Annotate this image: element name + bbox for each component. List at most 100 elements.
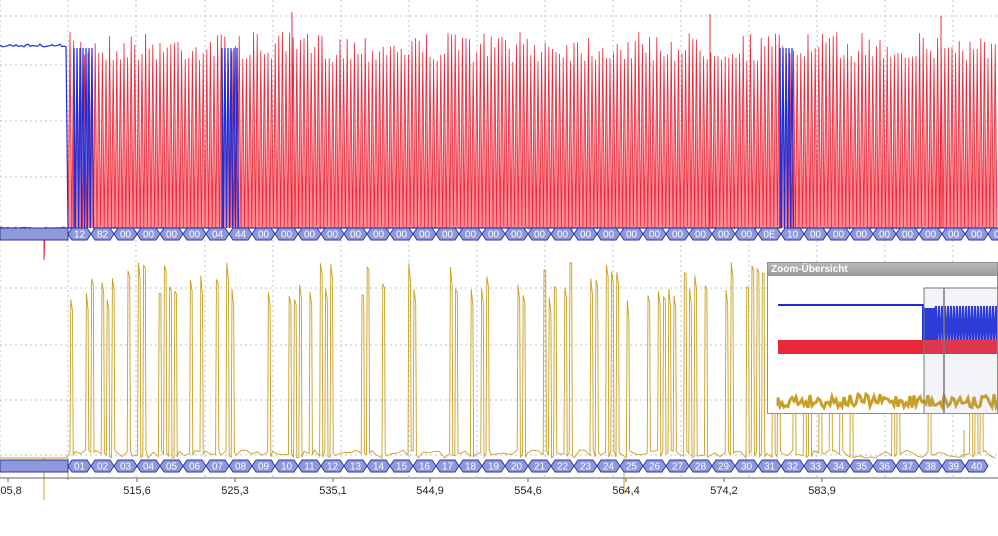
bus-byte-cell[interactable]: 00 bbox=[803, 227, 828, 241]
bus-byte-cell[interactable]: 00 bbox=[343, 227, 368, 241]
bus-byte-cell[interactable]: 12 bbox=[67, 227, 92, 241]
bus-byte-cell[interactable]: 00 bbox=[458, 227, 483, 241]
bus-byte-cell[interactable]: 17 bbox=[435, 459, 460, 473]
bus-byte-cell[interactable]: 00 bbox=[251, 227, 276, 241]
decoded-bus-top[interactable]: 12 82 00 00 00 00 04 44 00 00 00 00 00 00 00 00 00 00 00 00… bbox=[0, 227, 998, 241]
bus-byte-cell[interactable]: 10 bbox=[274, 459, 299, 473]
bus-byte-cell[interactable]: 00 bbox=[987, 227, 998, 241]
bus-byte-label: 00 bbox=[511, 230, 523, 241]
bus-byte-cell[interactable]: 00 bbox=[872, 227, 897, 241]
bus-byte-cell[interactable]: 00 bbox=[711, 227, 736, 241]
bus-byte-cell[interactable]: 37 bbox=[895, 459, 920, 473]
bus-byte-cell[interactable]: 00 bbox=[619, 227, 644, 241]
bus-byte-cell[interactable]: 06 bbox=[182, 459, 207, 473]
zoom-overview-thumbnail[interactable] bbox=[768, 276, 998, 414]
bus-byte-cell[interactable]: 07 bbox=[205, 459, 230, 473]
bus-byte-label: 07 bbox=[212, 462, 224, 473]
time-axis-label: 505,8 bbox=[0, 485, 22, 497]
bus-byte-cell[interactable]: 00 bbox=[182, 227, 207, 241]
bus-byte-cell[interactable]: 18 bbox=[458, 459, 483, 473]
bus-byte-cell[interactable]: 36 bbox=[872, 459, 897, 473]
bus-byte-cell[interactable]: 04 bbox=[136, 459, 161, 473]
bus-byte-cell[interactable]: 0E bbox=[757, 227, 782, 241]
bus-byte-label: 30 bbox=[741, 462, 753, 473]
bus-byte-cell[interactable]: 31 bbox=[757, 459, 782, 473]
bus-byte-cell[interactable]: 00 bbox=[297, 227, 322, 241]
bus-byte-cell[interactable]: 00 bbox=[573, 227, 598, 241]
bus-byte-cell[interactable]: 35 bbox=[849, 459, 874, 473]
bus-byte-cell[interactable]: 82 bbox=[90, 227, 115, 241]
zoom-viewport-marker[interactable] bbox=[923, 287, 998, 414]
bus-byte-cell[interactable]: 00 bbox=[688, 227, 713, 241]
bus-byte-cell[interactable]: 00 bbox=[274, 227, 299, 241]
bus-byte-cell[interactable]: 00 bbox=[918, 227, 943, 241]
bus-byte-cell[interactable]: 10 bbox=[780, 227, 805, 241]
bus-byte-cell[interactable]: 03 bbox=[113, 459, 138, 473]
bus-byte-label: 00 bbox=[649, 230, 661, 241]
bus-byte-label: 20 bbox=[511, 462, 523, 473]
bus-byte-cell[interactable]: 11 bbox=[297, 459, 322, 473]
bus-byte-cell[interactable]: 26 bbox=[642, 459, 667, 473]
bus-byte-cell[interactable]: 33 bbox=[803, 459, 828, 473]
bus-byte-cell[interactable]: 00 bbox=[964, 227, 989, 241]
bus-byte-cell[interactable]: 00 bbox=[734, 227, 759, 241]
bus-byte-cell[interactable]: 32 bbox=[780, 459, 805, 473]
bus-byte-label: 21 bbox=[534, 462, 546, 473]
bus-byte-cell[interactable]: 05 bbox=[159, 459, 184, 473]
bus-byte-cell[interactable]: 00 bbox=[412, 227, 437, 241]
bus-byte-cell[interactable]: 00 bbox=[159, 227, 184, 241]
bus-byte-cell[interactable]: 00 bbox=[826, 227, 851, 241]
bus-byte-cell[interactable]: 25 bbox=[619, 459, 644, 473]
bus-byte-cell[interactable]: 21 bbox=[527, 459, 552, 473]
bus-byte-cell[interactable]: 08 bbox=[228, 459, 253, 473]
bus-byte-label: 00 bbox=[856, 230, 868, 241]
bus-byte-cell[interactable]: 00 bbox=[642, 227, 667, 241]
bus-byte-cell[interactable]: 39 bbox=[941, 459, 966, 473]
bus-byte-cell[interactable]: 00 bbox=[366, 227, 391, 241]
bus-byte-cell[interactable]: 40 bbox=[964, 459, 989, 473]
bus-byte-cell[interactable]: 01 bbox=[67, 459, 92, 473]
bus-byte-cell[interactable]: 15 bbox=[389, 459, 414, 473]
bus-byte-cell[interactable]: 34 bbox=[826, 459, 851, 473]
time-axis-label: 554,6 bbox=[514, 485, 542, 497]
bus-byte-cell[interactable]: 00 bbox=[389, 227, 414, 241]
bus-byte-cell[interactable]: 09 bbox=[251, 459, 276, 473]
bus-byte-cell[interactable]: 00 bbox=[136, 227, 161, 241]
bus-byte-cell[interactable]: 19 bbox=[481, 459, 506, 473]
bus-byte-cell[interactable]: 00 bbox=[435, 227, 460, 241]
zoom-overview-panel[interactable]: Zoom-Übersicht bbox=[767, 262, 998, 414]
decoded-bus-bottom[interactable]: 01 02 03 04 05 06 07 08 09 10 11 12 13 14 15 16 17 18 19 20… bbox=[0, 459, 989, 473]
bus-byte-cell[interactable]: 30 bbox=[734, 459, 759, 473]
bus-byte-cell[interactable]: 28 bbox=[688, 459, 713, 473]
bus-byte-cell[interactable]: 12 bbox=[320, 459, 345, 473]
bus-byte-cell[interactable]: 24 bbox=[596, 459, 621, 473]
bus-byte-cell[interactable]: 00 bbox=[849, 227, 874, 241]
bus-byte-label: 00 bbox=[373, 230, 385, 241]
bus-byte-cell[interactable]: 00 bbox=[550, 227, 575, 241]
bus-byte-cell[interactable]: 13 bbox=[343, 459, 368, 473]
bus-byte-cell[interactable]: 29 bbox=[711, 459, 736, 473]
bus-byte-cell[interactable]: 00 bbox=[941, 227, 966, 241]
bus-byte-cell[interactable]: 16 bbox=[412, 459, 437, 473]
bus-byte-cell[interactable]: 00 bbox=[665, 227, 690, 241]
bus-byte-cell[interactable]: 00 bbox=[320, 227, 345, 241]
bus-byte-cell[interactable]: 04 bbox=[205, 227, 230, 241]
bus-byte-cell[interactable]: 00 bbox=[596, 227, 621, 241]
bus-byte-cell[interactable]: 27 bbox=[665, 459, 690, 473]
bus-byte-cell[interactable]: 00 bbox=[504, 227, 529, 241]
bus-byte-cell[interactable]: 20 bbox=[504, 459, 529, 473]
bus-byte-cell[interactable]: 14 bbox=[366, 459, 391, 473]
bus-byte-cell[interactable]: 44 bbox=[228, 227, 253, 241]
bus-byte-cell[interactable]: 00 bbox=[527, 227, 552, 241]
bus-byte-cell[interactable]: 00 bbox=[113, 227, 138, 241]
bus-byte-cell[interactable]: 02 bbox=[90, 459, 115, 473]
bus-byte-cell[interactable]: 00 bbox=[481, 227, 506, 241]
bus-byte-cell[interactable]: 00 bbox=[895, 227, 920, 241]
bus-byte-cell[interactable]: 22 bbox=[550, 459, 575, 473]
bus-byte-cell[interactable]: 38 bbox=[918, 459, 943, 473]
bus-byte-label: 39 bbox=[948, 462, 960, 473]
time-axis-label: 544,9 bbox=[416, 485, 444, 497]
bus-byte-cell[interactable]: 23 bbox=[573, 459, 598, 473]
zoom-overview-title: Zoom-Übersicht bbox=[768, 263, 997, 276]
